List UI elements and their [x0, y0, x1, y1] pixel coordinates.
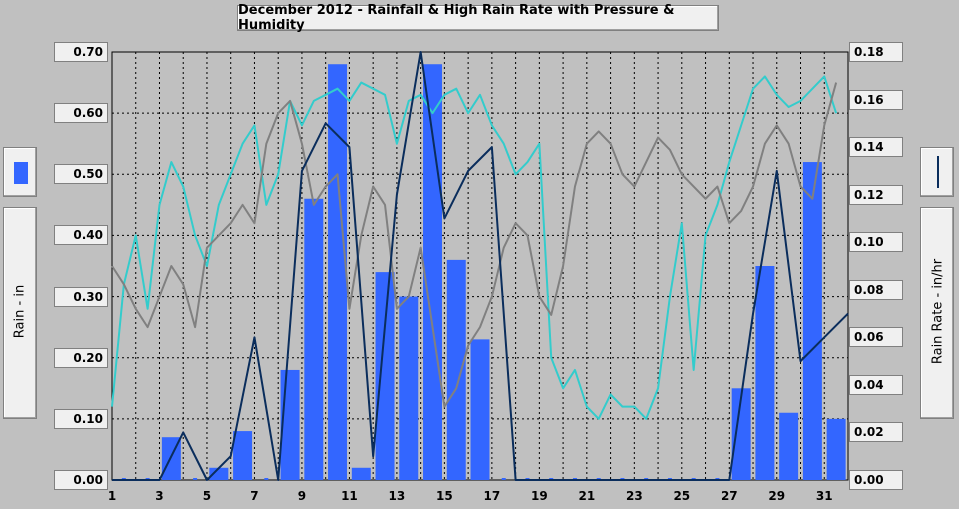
y-axis-right-label: Rain Rate - in/hr — [930, 258, 946, 365]
y-tick-label-right: 0.18 — [849, 42, 903, 62]
left-axis-label-panel: Rain - in — [3, 207, 37, 419]
rain-bar — [423, 64, 443, 480]
rain-bar — [304, 198, 324, 480]
rain-bar-legend-swatch — [14, 162, 28, 184]
y-tick-label-right: 0.12 — [849, 184, 903, 205]
right-legend-panel — [920, 147, 954, 197]
y-tick-label-left: 0.10 — [54, 408, 108, 429]
rain-bar — [779, 412, 799, 480]
chart-title: December 2012 - Rainfall & High Rain Rat… — [237, 3, 719, 33]
y-tick-label-right: 0.00 — [849, 470, 903, 490]
x-tick-label: 31 — [816, 489, 833, 503]
pressure-line — [111, 82, 838, 408]
x-tick-label: 5 — [203, 489, 211, 503]
y-tick-label-left: 0.60 — [54, 103, 108, 124]
rain-bar — [328, 64, 348, 480]
y-tick-label-right: 0.06 — [849, 327, 903, 348]
x-tick-label: 29 — [768, 489, 785, 503]
rain-rate-line — [112, 51, 849, 481]
x-tick-label: 25 — [673, 489, 690, 503]
rain-bar — [731, 388, 751, 480]
rain-bar — [233, 431, 253, 480]
y-tick-label-left: 0.30 — [54, 286, 108, 307]
x-tick-label: 21 — [578, 489, 595, 503]
rain-bars — [121, 64, 846, 481]
x-tick-label: 15 — [436, 489, 453, 503]
x-tick-label: 23 — [626, 489, 643, 503]
humidity-line — [111, 75, 838, 420]
x-tick-label: 1 — [108, 489, 116, 503]
rain-bar — [399, 296, 419, 480]
right-axis-label-panel: Rain Rate - in/hr — [920, 207, 954, 419]
y-tick-label-right: 0.10 — [849, 232, 903, 253]
x-tick-label: 7 — [250, 489, 258, 503]
x-tick-label: 3 — [155, 489, 163, 503]
x-tick-label: 11 — [341, 489, 358, 503]
y-tick-label-right: 0.14 — [849, 137, 903, 158]
y-tick-label-right: 0.08 — [849, 279, 903, 300]
y-tick-label-left: 0.50 — [54, 164, 108, 185]
y-tick-label-left: 0.40 — [54, 225, 108, 246]
x-tick-label: 17 — [484, 489, 501, 503]
x-axis-ticks: 1 3 5 7 9 11 13 15 17 19 21 23 25 27 29 31 — [108, 489, 833, 503]
rain-bar — [755, 266, 775, 480]
rain-bar — [826, 418, 846, 480]
rain-rate-legend-swatch — [937, 156, 939, 188]
rain-bar — [470, 339, 490, 480]
x-tick-label: 19 — [531, 489, 548, 503]
y-tick-label-right: 0.02 — [849, 422, 903, 443]
y-tick-label-left: 0.20 — [54, 347, 108, 368]
x-tick-label: 9 — [298, 489, 306, 503]
y-tick-label-left: 0.70 — [54, 42, 108, 62]
rain-bar — [802, 162, 822, 481]
x-tick-label: 27 — [721, 489, 738, 503]
y-tick-label-right: 0.16 — [849, 89, 903, 110]
y-tick-label-right: 0.04 — [849, 374, 903, 395]
y-axis-left-label: Rain - in — [12, 284, 28, 339]
rain-bar — [446, 259, 466, 480]
rain-bar — [351, 467, 371, 480]
left-legend-panel — [3, 147, 37, 197]
rain-bar — [375, 272, 395, 480]
rain-bar — [209, 467, 229, 480]
y-tick-label-left: 0.00 — [54, 470, 108, 490]
lines — [111, 51, 849, 481]
x-tick-label: 13 — [389, 489, 406, 503]
